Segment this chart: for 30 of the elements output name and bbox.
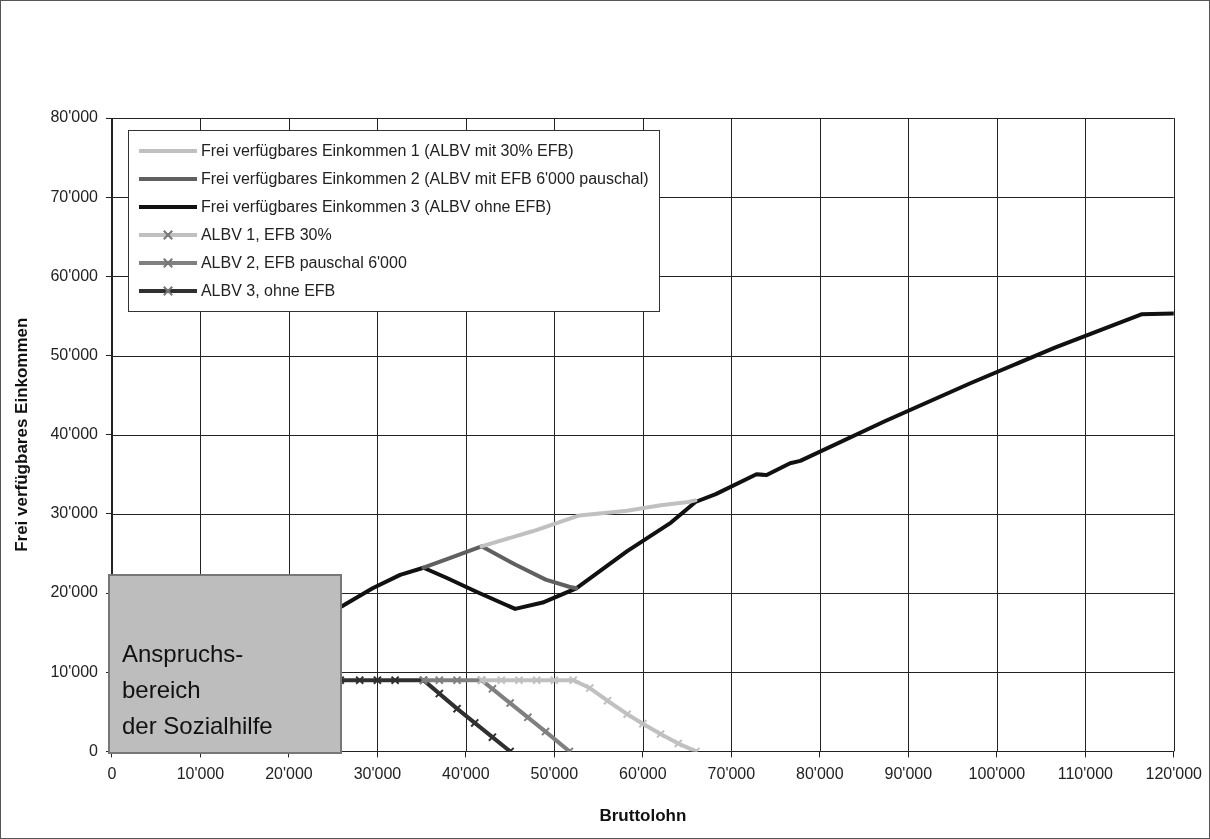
y-tick-label: 20'000 xyxy=(50,583,99,601)
x-tick-label: 40'000 xyxy=(442,765,490,783)
x-tick-label: 70'000 xyxy=(707,765,756,783)
legend-label: Frei verfügbares Einkommen 2 (ALBV mit EFB 6'000 pauschal) xyxy=(200,170,649,188)
x-tick-label: 120'000 xyxy=(1145,765,1203,783)
y-tick-label: 10'000 xyxy=(50,662,99,680)
y-tick-label: 70'000 xyxy=(50,187,99,205)
y-axis-title: Frei verfügbares Einkommen xyxy=(11,317,31,552)
legend-label: ALBV 3, ohne EFB xyxy=(200,282,336,300)
y-tick-label: 0 xyxy=(89,741,99,759)
legend-label: ALBV 1, EFB 30% xyxy=(200,226,332,244)
x-tick-label: 20'000 xyxy=(265,765,313,783)
y-tick-label: 80'000 xyxy=(50,108,99,126)
x-axis-title: Bruttolohn xyxy=(599,806,687,826)
x-tick-label: 50'000 xyxy=(530,765,579,783)
x-tick-label: 80'000 xyxy=(796,765,844,783)
legend-label: ALBV 2, EFB pauschal 6'000 xyxy=(200,254,407,272)
y-tick-label: 40'000 xyxy=(50,425,99,443)
legend-label: Frei verfügbares Einkommen 3 (ALBV ohne EFB) xyxy=(200,198,552,216)
y-tick-label: 50'000 xyxy=(50,345,99,363)
y-tick-label: 30'000 xyxy=(50,504,99,522)
y-tick-label: 60'000 xyxy=(50,266,99,284)
legend-label: Frei verfügbares Einkommen 1 (ALBV mit 30% EFB) xyxy=(200,142,574,160)
x-tick-label: 100'000 xyxy=(968,765,1026,783)
x-tick-label: 110'000 xyxy=(1057,765,1114,783)
x-tick-label: 30'000 xyxy=(353,765,402,783)
x-tick-label: 0 xyxy=(107,765,117,783)
x-tick-label: 10'000 xyxy=(176,765,225,783)
x-tick-label: 60'000 xyxy=(619,765,667,783)
x-tick-label: 90'000 xyxy=(884,765,933,783)
